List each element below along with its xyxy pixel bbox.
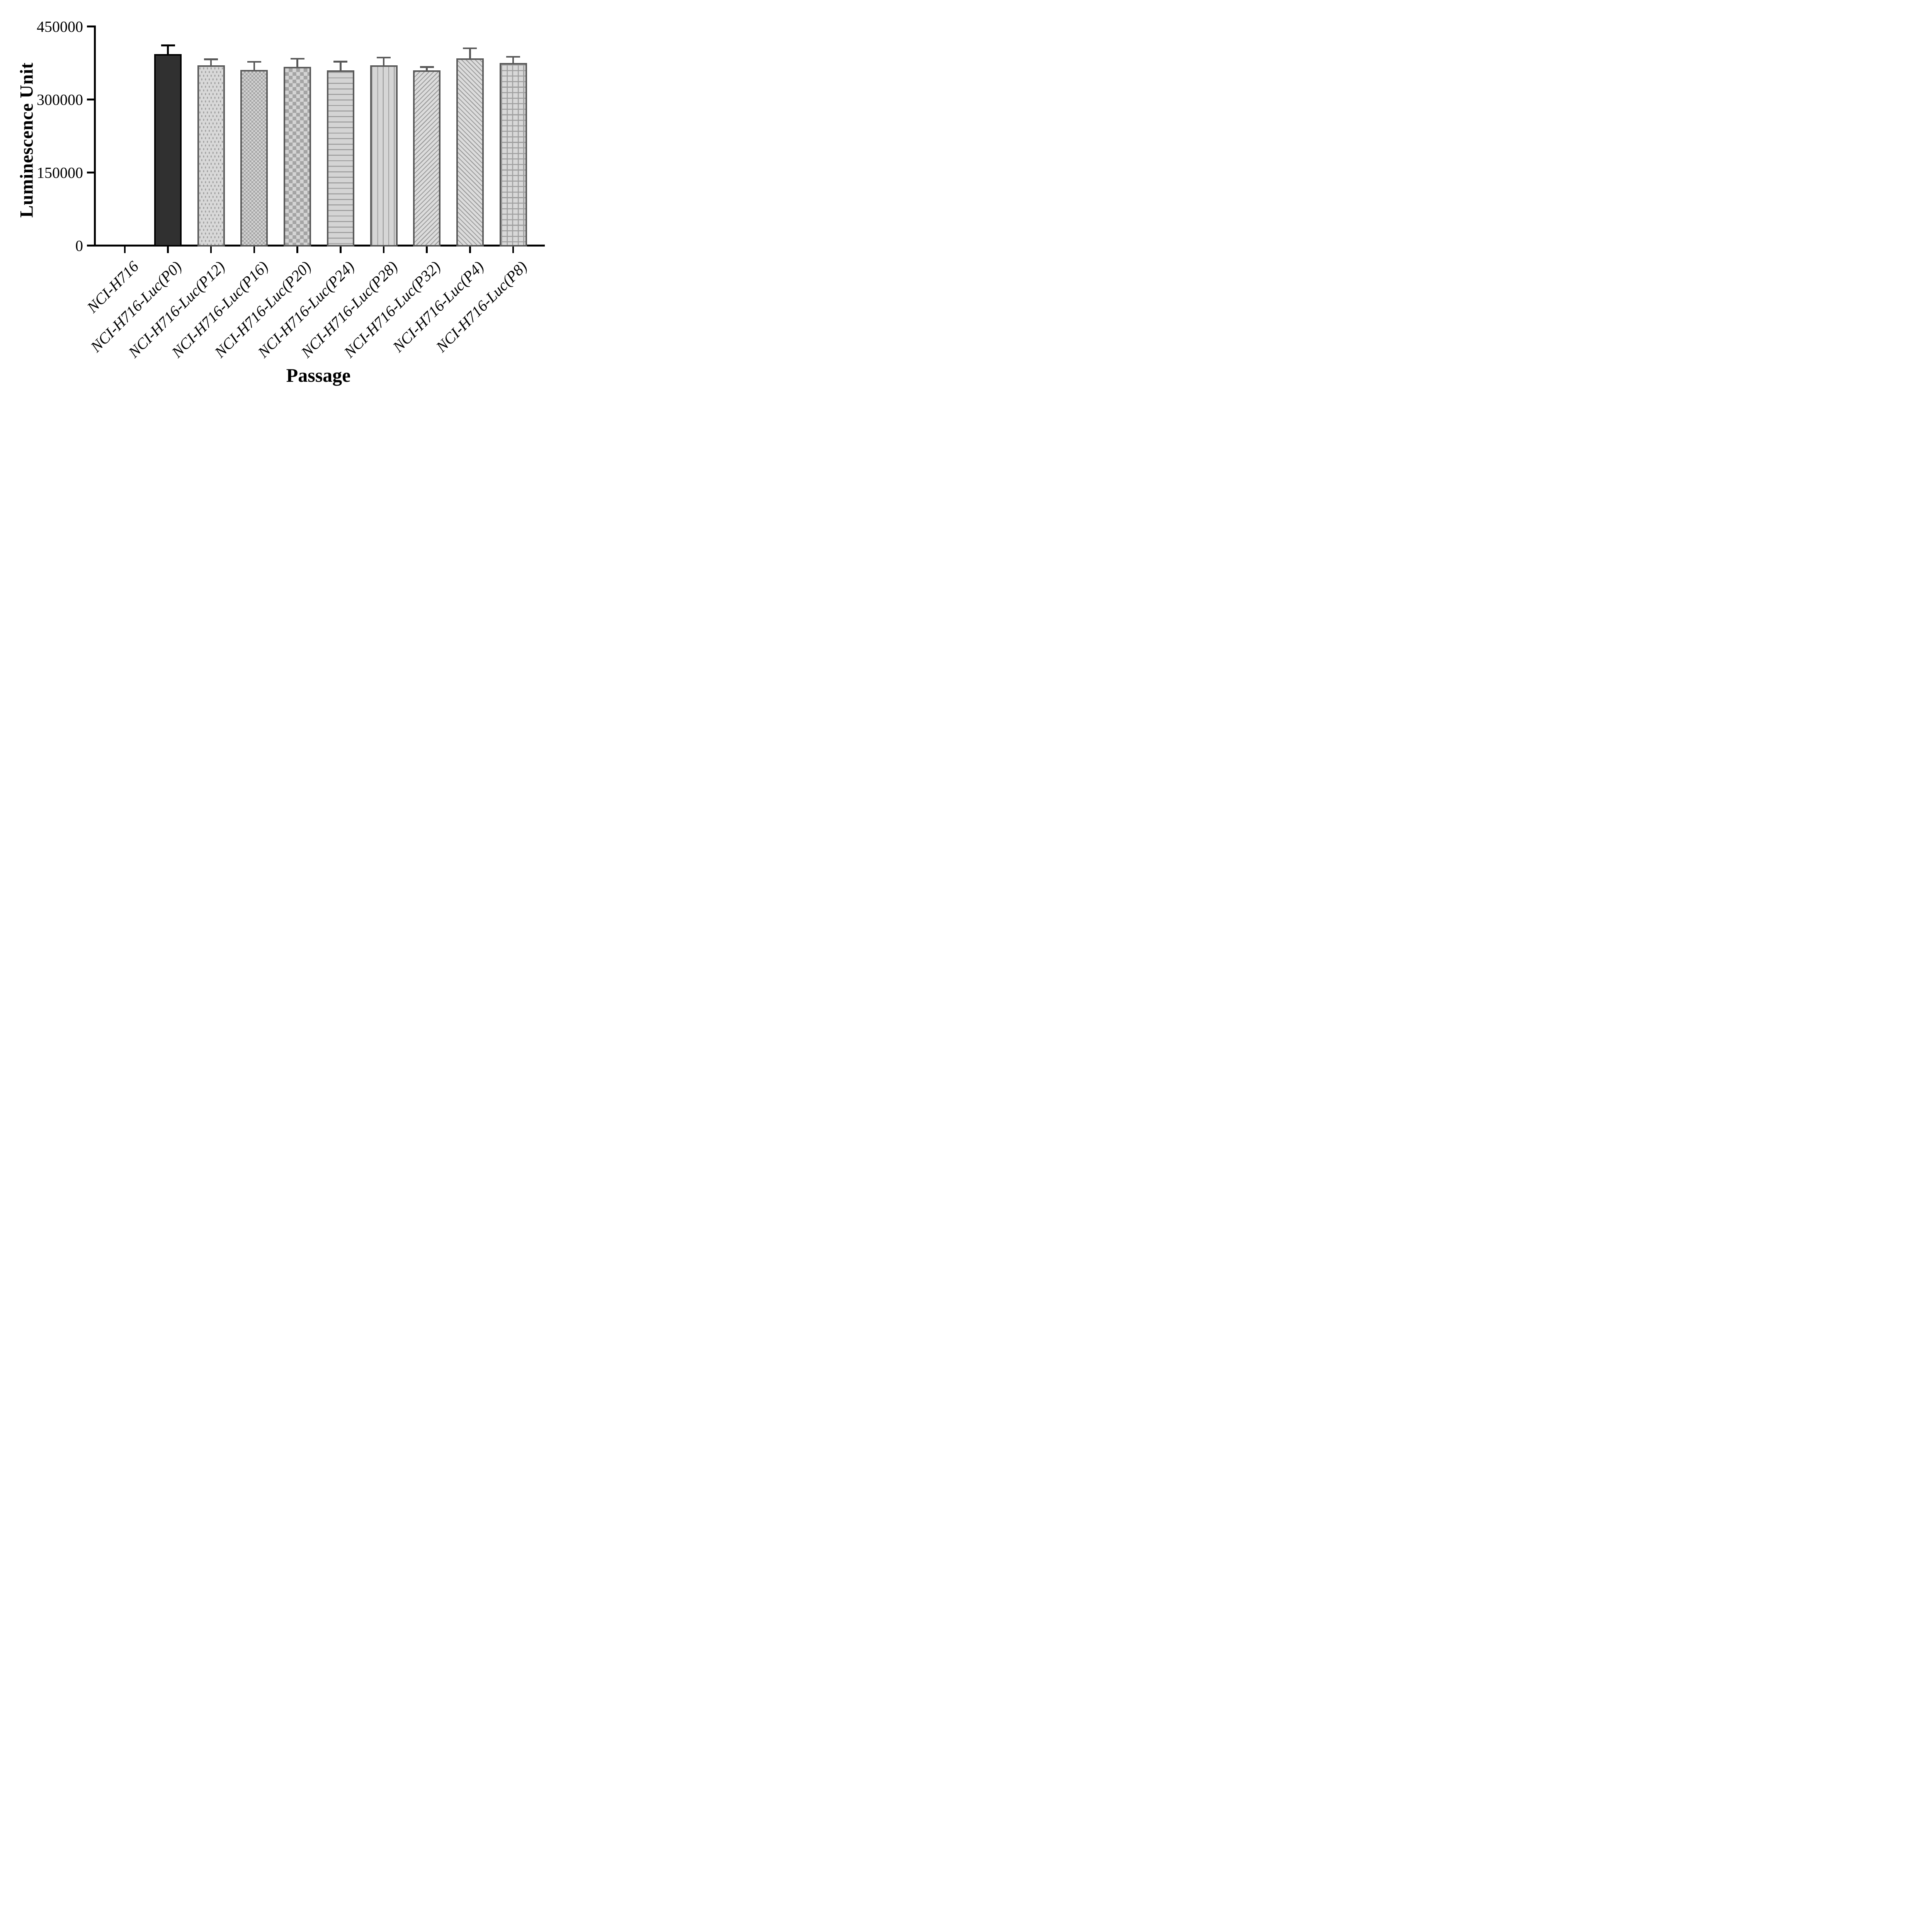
x-tick <box>383 246 385 253</box>
error-bar-stem <box>512 58 514 66</box>
bar-chart-figure: Luminescence Unit Passage 0 150000 300000 4… <box>0 0 563 398</box>
error-bar-cap <box>377 56 391 59</box>
bar-NCI-H716-Luc(P16) <box>240 70 268 247</box>
bar-NCI-H716-Luc(P0) <box>154 54 182 247</box>
error-bar-cap <box>420 66 434 68</box>
error-bar-stem <box>210 60 212 68</box>
y-axis-title: Luminescence Unit <box>16 62 37 218</box>
error-bar-stem <box>469 49 471 61</box>
error-bar-stem <box>296 60 298 69</box>
x-tick <box>253 246 255 253</box>
y-tick-label: 150000 <box>37 164 83 182</box>
error-bar-stem <box>340 62 342 73</box>
error-bar-cap <box>333 61 348 63</box>
bar-NCI-H716-Luc(P32) <box>413 70 441 247</box>
error-bar-stem <box>426 68 428 73</box>
y-tick <box>87 99 94 100</box>
x-tick <box>469 246 471 253</box>
y-tick <box>87 26 94 27</box>
x-tick <box>210 246 212 253</box>
bar-NCI-H716-Luc(P12) <box>197 65 225 247</box>
error-bar-cap <box>161 44 175 46</box>
x-tick <box>167 246 169 253</box>
x-tick <box>512 246 514 253</box>
error-bar-cap <box>463 47 477 49</box>
error-bar-cap <box>247 61 261 63</box>
y-tick-label: 450000 <box>37 18 83 36</box>
bar-NCI-H716-Luc(P20) <box>284 66 311 247</box>
y-tick-label: 300000 <box>37 91 83 109</box>
error-bar-stem <box>253 63 255 72</box>
bar-NCI-H716-Luc(P24) <box>327 70 354 247</box>
x-tick <box>296 246 298 253</box>
x-tick <box>426 246 428 253</box>
x-axis-title: Passage <box>286 364 351 386</box>
error-bar-cap <box>506 56 520 58</box>
error-bar-cap <box>290 58 304 60</box>
x-tick <box>124 246 126 253</box>
y-tick-label: 0 <box>75 237 83 255</box>
error-bar-stem <box>167 46 169 57</box>
y-tick <box>87 172 94 173</box>
bar-NCI-H716-Luc(P8) <box>499 63 527 247</box>
error-bar-cap <box>204 58 218 60</box>
x-tick <box>340 246 342 253</box>
error-bar-stem <box>383 58 385 68</box>
bar-NCI-H716-Luc(P28) <box>370 65 398 247</box>
y-axis-line <box>94 26 96 247</box>
x-axis-line <box>87 245 545 247</box>
bar-NCI-H716-Luc(P4) <box>456 58 484 247</box>
